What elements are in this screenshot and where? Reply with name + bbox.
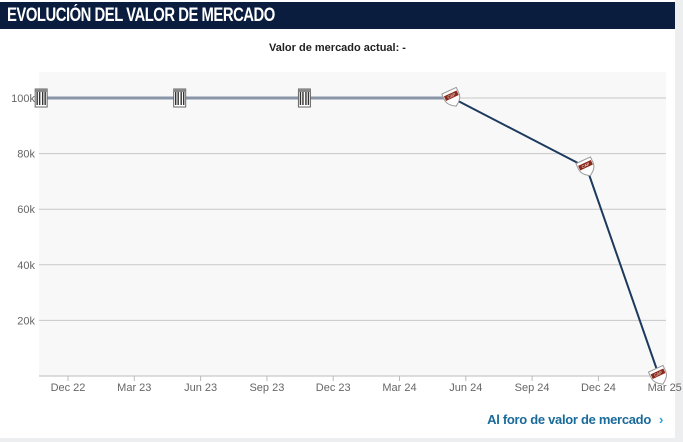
- alianza-crest-marker[interactable]: [34, 88, 48, 108]
- series-segment: [451, 97, 588, 169]
- x-tick-label: Dec 23: [316, 382, 351, 394]
- y-tick-label: 20k: [17, 315, 35, 327]
- x-tick-label: Jun 23: [184, 382, 217, 394]
- x-tick-label: Jun 24: [449, 382, 482, 394]
- platense-crest-marker[interactable]: CAP: [575, 156, 598, 179]
- svg-text:CAP: CAP: [447, 92, 457, 100]
- market-value-chart: 20k 40k 60k 80k 100k Dec 22 Mar 23 Jun 23 Sep 23…: [11, 72, 682, 394]
- svg-text:CAP: CAP: [653, 370, 663, 378]
- x-tick-label: Dec 22: [51, 382, 86, 394]
- y-tick-label: 80k: [17, 149, 35, 161]
- y-tick-label: 60k: [17, 204, 35, 216]
- header-bar: EVOLUCIÓN DEL VALOR DE MERCADO: [0, 2, 675, 29]
- series-segment: [585, 167, 661, 377]
- chevron-right-icon: ›: [658, 412, 663, 427]
- x-tick-label: Sep 23: [249, 382, 284, 394]
- x-tick-label: Mar 23: [117, 382, 151, 394]
- x-tick-label: Sep 24: [515, 382, 550, 394]
- forum-link[interactable]: Al foro de valor de mercado ›: [487, 412, 663, 427]
- platense-crest-marker[interactable]: CAP: [441, 86, 464, 109]
- x-tick-label: Mar 24: [382, 382, 416, 394]
- y-tick-label: 100k: [11, 93, 35, 105]
- svg-text:CAP: CAP: [581, 161, 591, 169]
- y-tick-label: 40k: [17, 260, 35, 272]
- alianza-crest-marker[interactable]: [173, 88, 187, 108]
- x-tick-label: Mar 25: [648, 382, 682, 394]
- forum-link-label: Al foro de valor de mercado: [487, 412, 651, 427]
- platense-crest-marker[interactable]: CAP: [647, 364, 670, 387]
- x-tick-label: Dec 24: [581, 382, 616, 394]
- plot-area: [39, 72, 666, 376]
- widget-title: EVOLUCIÓN DEL VALOR DE MERCADO: [7, 5, 275, 26]
- current-market-value: Valor de mercado actual: -: [269, 42, 406, 54]
- alianza-crest-marker[interactable]: [297, 88, 311, 108]
